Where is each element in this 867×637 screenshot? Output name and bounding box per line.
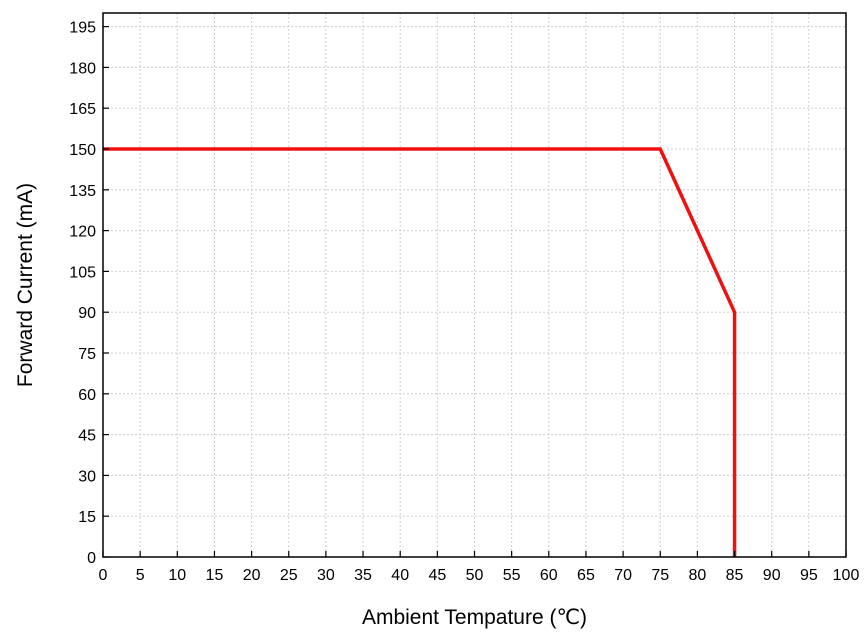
y-tick-label: 135	[69, 183, 96, 200]
x-tick-label: 80	[689, 567, 707, 584]
ticks	[102, 26, 847, 558]
x-tick-label: 90	[763, 567, 781, 584]
y-tick-label: 105	[69, 264, 96, 281]
x-tick-label: 45	[428, 567, 446, 584]
x-tick-label: 55	[503, 567, 521, 584]
x-tick-label: 100	[833, 567, 860, 584]
x-tick-label: 0	[99, 567, 108, 584]
series-line	[103, 147, 737, 557]
y-tick-label: 30	[78, 468, 96, 485]
x-tick-label: 40	[391, 567, 409, 584]
y-tick-labels: 0 15 30 45 60 75 90 105 120 135 150 165 180 195	[69, 20, 96, 567]
y-tick-label: 120	[69, 224, 96, 241]
x-tick-label: 70	[614, 567, 632, 584]
x-tick-label: 75	[651, 567, 669, 584]
x-tick-label: 50	[466, 567, 484, 584]
y-tick-label: 180	[69, 60, 96, 77]
y-tick-label: 60	[78, 387, 96, 404]
x-tick-label: 10	[168, 567, 186, 584]
series-layer	[103, 147, 737, 557]
x-tick-label: 65	[577, 567, 595, 584]
y-tick-label: 90	[78, 305, 96, 322]
x-tick-label: 20	[243, 567, 261, 584]
y-tick-label: 0	[87, 550, 96, 567]
x-tick-labels: 0 5 10 15 20 25 30 35 40 45 50 55 60 65 70 75 80 85 90 95 10…	[99, 567, 860, 584]
x-tick-label: 60	[540, 567, 558, 584]
x-tick-label: 5	[136, 567, 145, 584]
x-tick-label: 30	[317, 567, 335, 584]
y-tick-label: 165	[69, 101, 96, 118]
y-tick-label: 15	[78, 509, 96, 526]
x-tick-label: 25	[280, 567, 298, 584]
y-tick-label: 75	[78, 346, 96, 363]
x-tick-label: 85	[726, 567, 744, 584]
x-tick-label: 15	[206, 567, 224, 584]
y-tick-label: 45	[78, 428, 96, 445]
y-tick-label: 195	[69, 20, 96, 37]
y-tick-label: 150	[69, 142, 96, 159]
x-tick-label: 35	[354, 567, 372, 584]
x-tick-label: 95	[800, 567, 818, 584]
y-axis-title: Forward Current (mA)	[14, 183, 37, 387]
x-axis-title: Ambient Tempature (℃)	[362, 606, 587, 629]
